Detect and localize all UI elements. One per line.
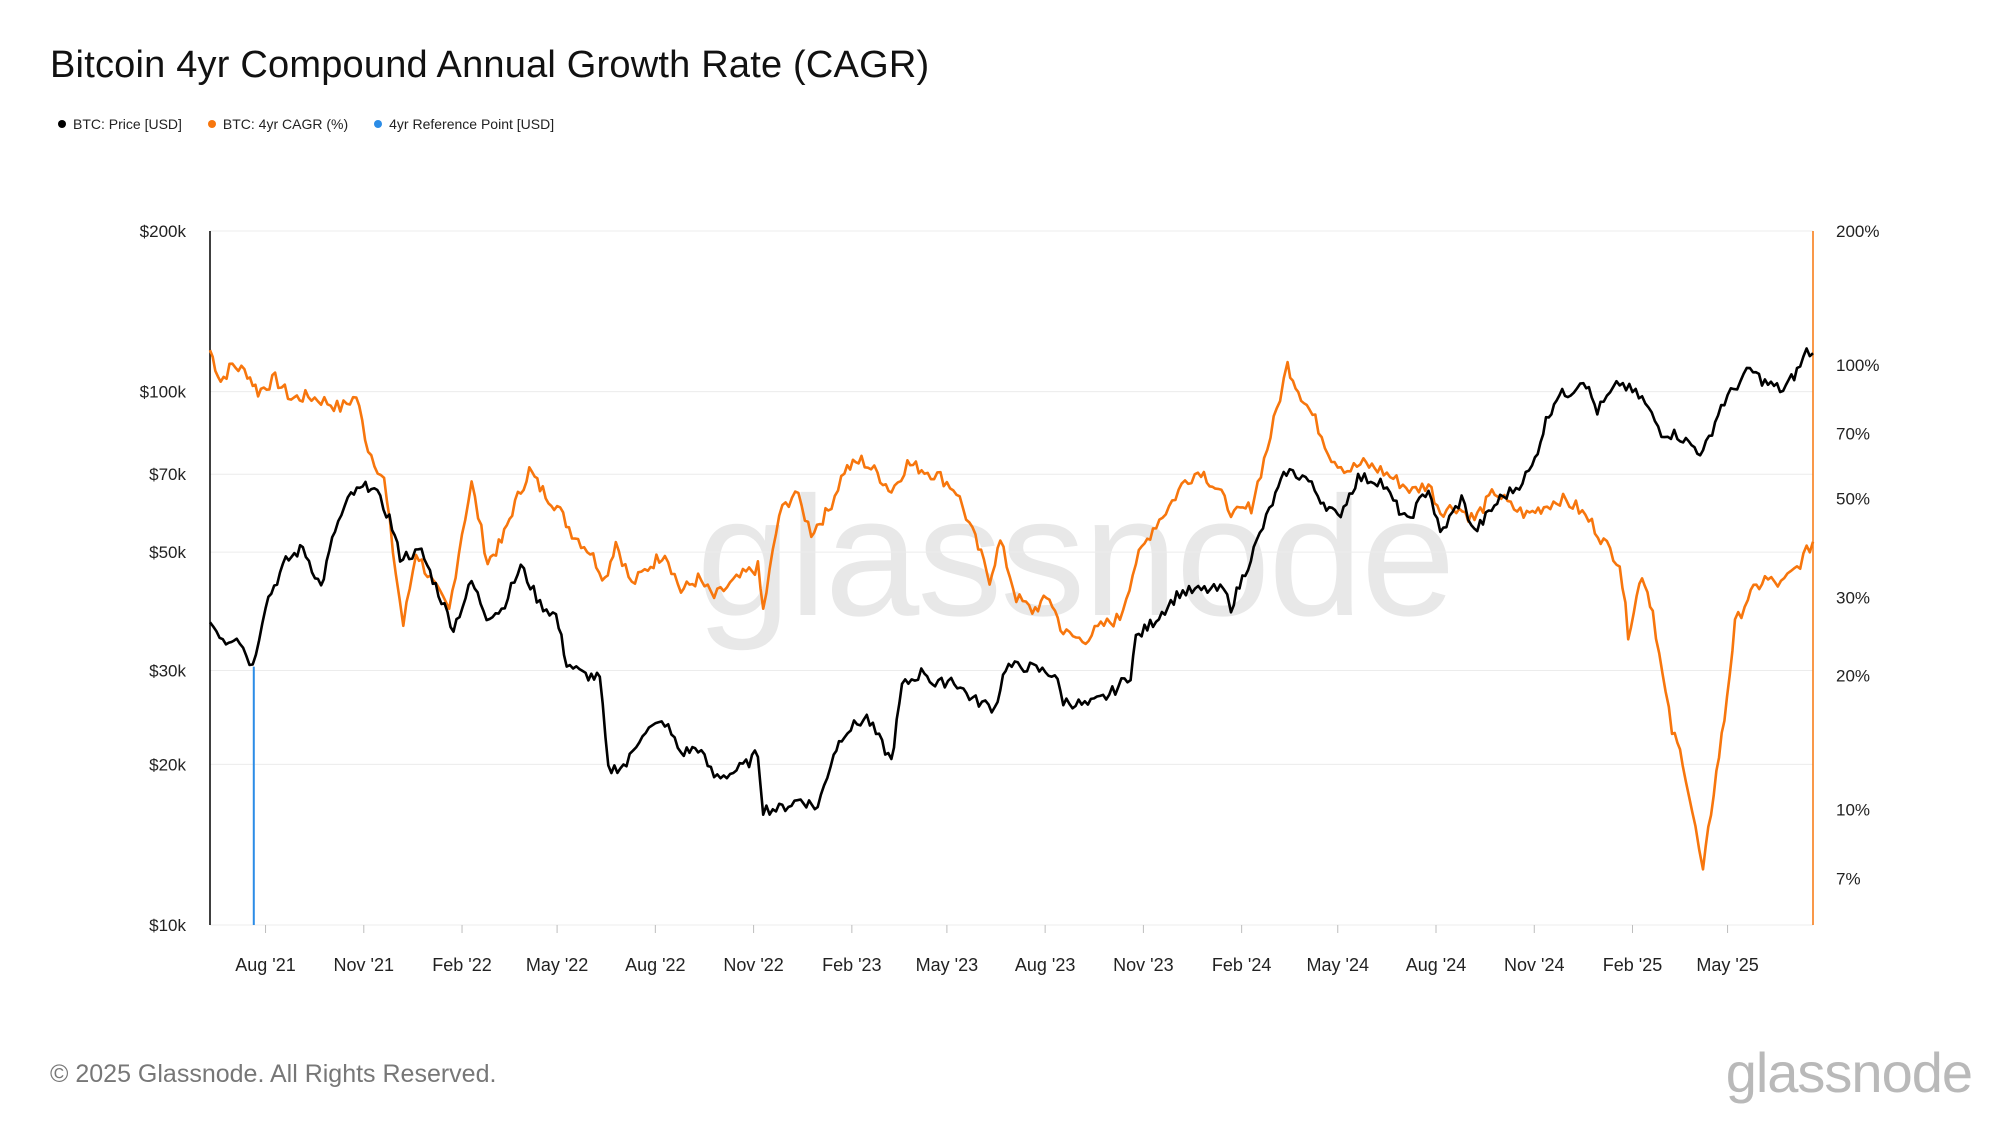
x-tick-label: Nov '23 bbox=[1113, 955, 1173, 975]
legend-dot-reference bbox=[374, 120, 383, 128]
x-tick-label: Aug '24 bbox=[1406, 955, 1467, 975]
left-tick-label: $20k bbox=[149, 755, 186, 774]
legend-dot-cagr bbox=[207, 120, 216, 128]
series-layer bbox=[208, 347, 1815, 925]
copyright-text: © 2025 Glassnode. All Rights Reserved. bbox=[50, 1060, 497, 1088]
left-tick-label: $200k bbox=[140, 222, 187, 241]
brand-logo-text: glassnode bbox=[1725, 1041, 1973, 1104]
x-tick-label: Nov '21 bbox=[334, 955, 394, 975]
x-tick-label: Feb '25 bbox=[1603, 955, 1662, 975]
chart-title: Bitcoin 4yr Compound Annual Growth Rate … bbox=[50, 44, 930, 86]
x-tick-label: Nov '22 bbox=[723, 955, 783, 975]
right-tick-label: 200% bbox=[1836, 222, 1879, 241]
watermark-text: glassnode bbox=[696, 462, 1453, 652]
right-tick-label: 20% bbox=[1836, 667, 1870, 686]
x-tick-label: Nov '24 bbox=[1504, 955, 1564, 975]
legend-label-cagr: BTC: 4yr CAGR (%) bbox=[222, 116, 349, 132]
gridlines bbox=[210, 230, 1813, 926]
legend-dot-price bbox=[58, 120, 66, 128]
x-tick-label: May '24 bbox=[1307, 955, 1369, 975]
legend-label-reference: 4yr Reference Point [USD] bbox=[389, 116, 555, 132]
axes: $200k $100k $70k $50k $30k $20k $10k 200% 100% 70… bbox=[140, 222, 1880, 975]
legend: BTC: Price [USD] BTC: 4yr CAGR (%) 4yr R… bbox=[58, 116, 554, 132]
x-tick-label: Feb '23 bbox=[822, 955, 881, 975]
x-tick-label: May '23 bbox=[916, 955, 978, 975]
right-tick-label: 70% bbox=[1836, 425, 1870, 444]
x-tick-label: May '25 bbox=[1696, 955, 1758, 975]
right-tick-label: 100% bbox=[1836, 356, 1879, 375]
legend-item-cagr[interactable]: BTC: 4yr CAGR (%) bbox=[207, 116, 349, 132]
left-tick-label: $70k bbox=[149, 465, 186, 484]
right-tick-label: 7% bbox=[1836, 869, 1861, 888]
right-tick-label: 30% bbox=[1836, 588, 1870, 607]
price-line[interactable] bbox=[208, 347, 1814, 816]
legend-item-reference[interactable]: 4yr Reference Point [USD] bbox=[374, 116, 554, 132]
x-tick-label: Feb '24 bbox=[1212, 955, 1271, 975]
x-tick-label: Feb '22 bbox=[432, 955, 491, 975]
x-tick-label: Aug '23 bbox=[1015, 955, 1076, 975]
left-tick-label: $100k bbox=[140, 383, 187, 402]
cagr-line[interactable] bbox=[208, 349, 1815, 871]
left-tick-label: $50k bbox=[149, 543, 186, 562]
left-tick-label: $10k bbox=[149, 916, 186, 935]
x-tick-label: Aug '22 bbox=[625, 955, 686, 975]
x-tick-label: Aug '21 bbox=[235, 955, 296, 975]
legend-label-price: BTC: Price [USD] bbox=[73, 116, 182, 132]
x-tick-label: May '22 bbox=[526, 955, 588, 975]
left-tick-label: $30k bbox=[149, 661, 186, 680]
right-tick-label: 10% bbox=[1836, 801, 1870, 820]
legend-item-price[interactable]: BTC: Price [USD] bbox=[58, 116, 182, 132]
right-tick-label: 50% bbox=[1836, 490, 1870, 509]
